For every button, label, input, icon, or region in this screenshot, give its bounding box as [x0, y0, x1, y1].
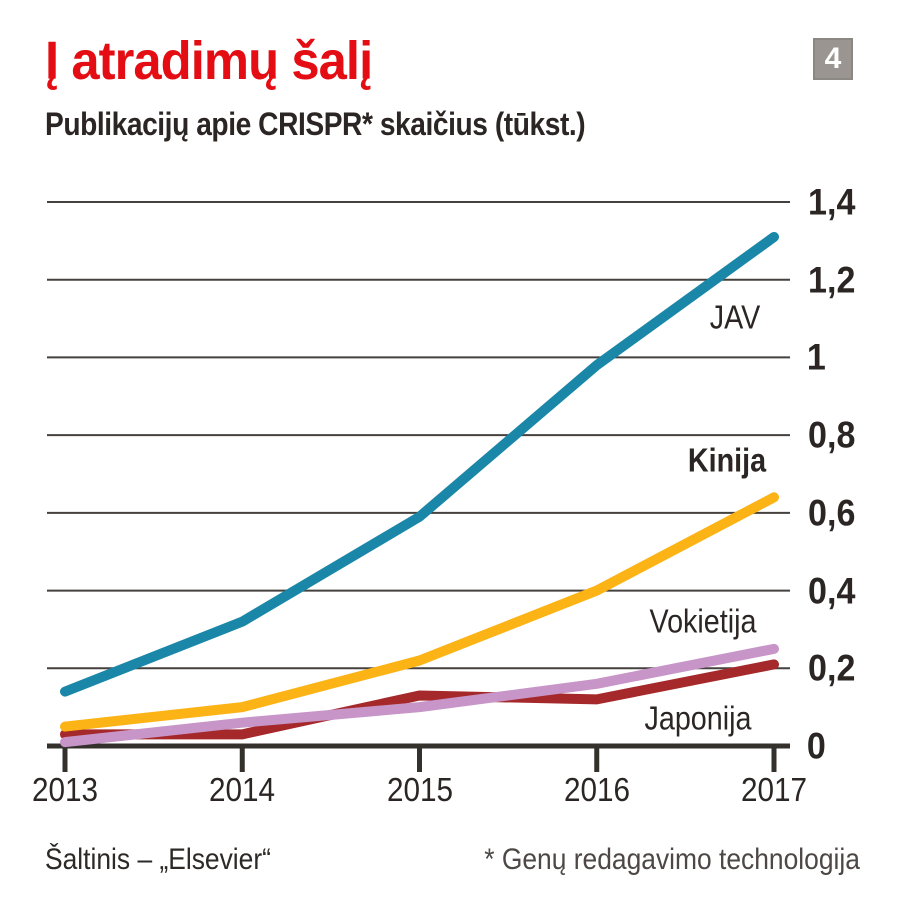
- y-axis-label: 0,2: [808, 647, 856, 689]
- series-label-japonija: Japonija: [644, 699, 752, 737]
- y-axis-label: 1: [806, 336, 826, 378]
- x-axis-label: 2016: [563, 771, 630, 808]
- y-axis-label: 0,6: [808, 492, 856, 534]
- y-axis-label: 1,4: [808, 181, 856, 223]
- y-axis-label: 0,8: [808, 414, 856, 456]
- x-axis-label: 2015: [386, 771, 453, 808]
- source-credit: Šaltinis – „Elsevier“: [45, 843, 271, 876]
- page-title: Į atradimų šalį: [45, 31, 373, 91]
- y-axis-label: 0,4: [808, 570, 856, 612]
- series-line-japonija: [60, 659, 779, 740]
- x-axis-label: 2013: [31, 771, 99, 808]
- y-axis-label: 1,2: [808, 259, 856, 301]
- x-axis-label: 2017: [740, 771, 808, 808]
- series-line-kinija: [60, 492, 779, 732]
- x-axis-label: 2014: [209, 771, 276, 808]
- series-label-kinija: Kinija: [687, 441, 767, 479]
- series-label-jav: JAV: [709, 298, 761, 336]
- footnote: * Genų redagavimo technologija: [484, 843, 860, 876]
- y-axis-label: 0: [806, 725, 826, 767]
- series-line-vokietija: [60, 643, 779, 748]
- page-number-badge: 4: [813, 38, 853, 80]
- chart-subtitle: Publikacijų apie CRISPR* skaičius (tūkst…: [45, 106, 586, 142]
- series-label-vokietija: Vokietija: [649, 602, 757, 640]
- series-line-jav: [60, 231, 779, 697]
